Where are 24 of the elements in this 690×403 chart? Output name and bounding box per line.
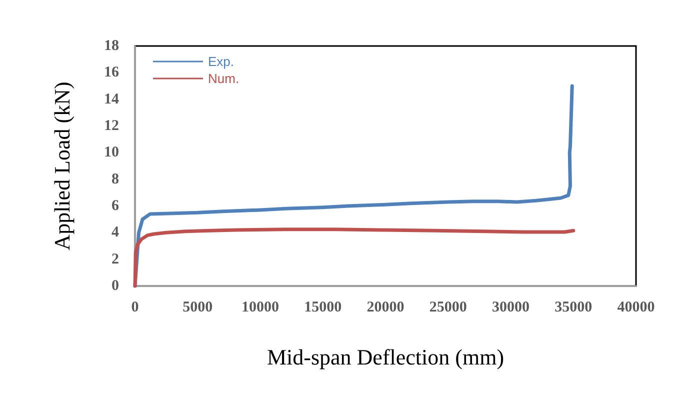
legend-label: Num. bbox=[208, 71, 240, 86]
y-tick-label: 18 bbox=[104, 38, 119, 54]
y-tick-label: 8 bbox=[112, 171, 119, 188]
y-tick-label: 6 bbox=[112, 198, 120, 214]
x-tick-label: 15000 bbox=[304, 300, 342, 316]
y-tick-label: 10 bbox=[104, 144, 119, 161]
y-tick-label: 16 bbox=[104, 64, 120, 81]
x-tick-label: 35000 bbox=[554, 300, 592, 316]
y-axis-title: Applied Load (kN) bbox=[50, 82, 74, 250]
x-tick-label: 25000 bbox=[429, 300, 467, 316]
y-tick-label: 2 bbox=[112, 251, 119, 268]
y-tick-label: 12 bbox=[104, 118, 119, 134]
x-tick-label: 0 bbox=[131, 300, 139, 316]
legend-label: Exp. bbox=[208, 54, 234, 69]
line-series bbox=[133, 228, 576, 288]
y-tick-label: 14 bbox=[104, 91, 120, 108]
x-tick-label: 20000 bbox=[366, 300, 404, 316]
y-tick-label: 0 bbox=[112, 278, 119, 294]
x-tick-label: 30000 bbox=[492, 300, 530, 316]
x-tick-label: 40000 bbox=[617, 300, 655, 316]
x-tick-label: 5000 bbox=[182, 300, 213, 316]
x-tick-label: 10000 bbox=[242, 300, 279, 316]
x-axis-title: Mid-span Deflection (mm) bbox=[266, 344, 504, 370]
y-tick-label: 4 bbox=[112, 224, 120, 241]
